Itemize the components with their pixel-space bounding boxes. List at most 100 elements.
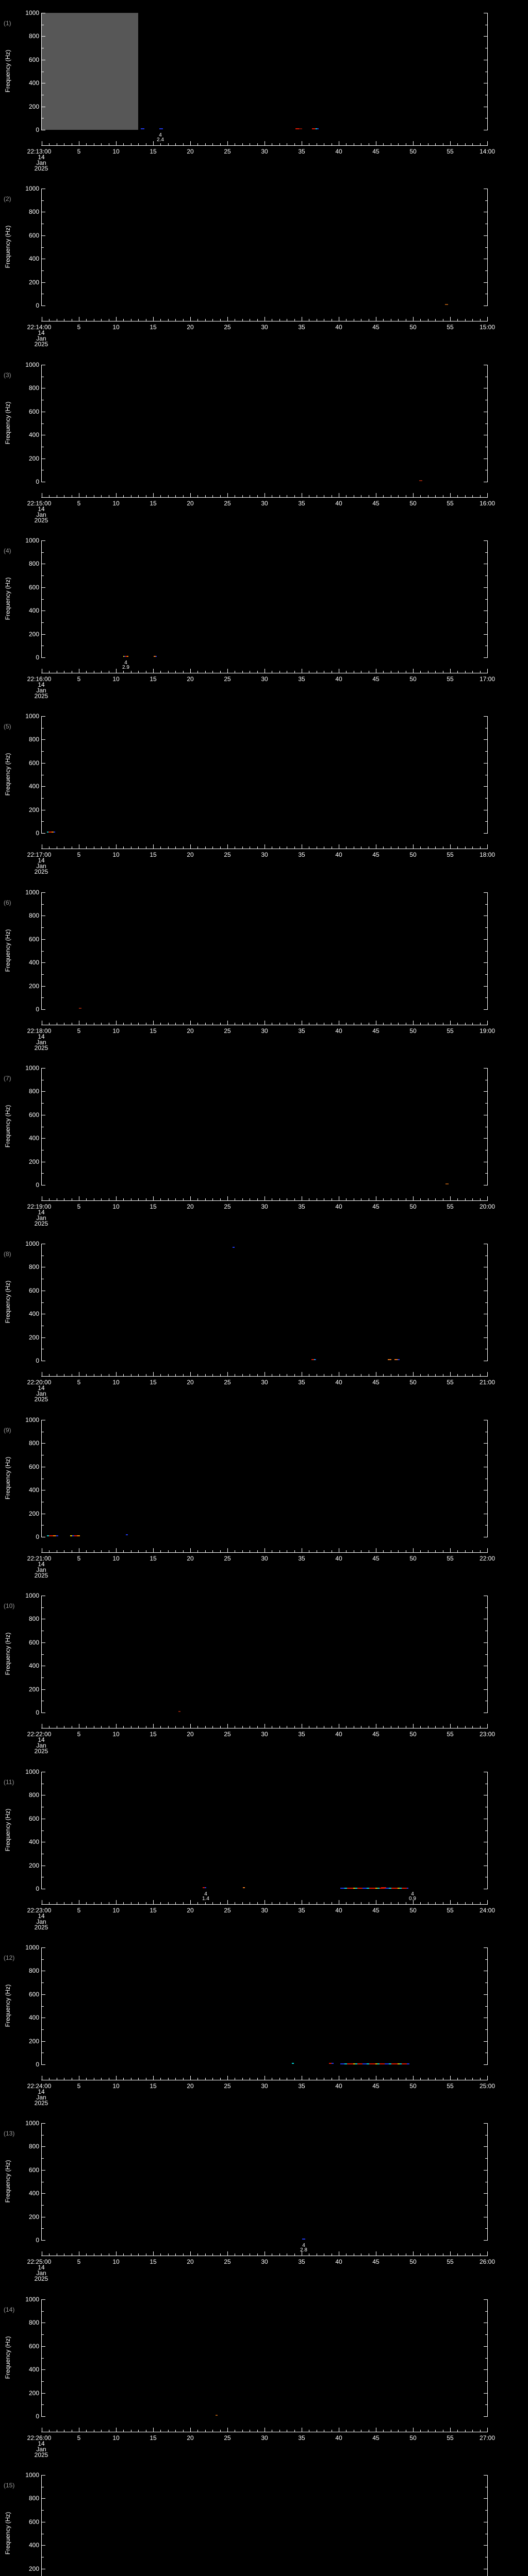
time-tick-label: 30 <box>261 1027 268 1035</box>
event-mark <box>123 656 128 657</box>
time-tick <box>220 2430 221 2432</box>
time-tick <box>49 495 50 497</box>
time-tick-label: 35 <box>298 2434 305 2442</box>
time-tick <box>175 671 176 673</box>
time-tick-label: 15 <box>150 2434 157 2442</box>
y-tick-label: 1000 <box>25 361 39 368</box>
time-tick-label: 55 <box>447 2258 454 2265</box>
time-tick <box>116 2251 117 2256</box>
time-tick <box>153 1900 154 1904</box>
y-tick-label: 200 <box>28 455 39 462</box>
time-tick <box>123 1023 124 1025</box>
time-tick <box>472 2430 473 2432</box>
y-tick <box>42 200 44 201</box>
time-tick-label: 45 <box>372 324 380 331</box>
time-tick <box>220 1550 221 1552</box>
time-tick-label: 20 <box>187 1203 194 1210</box>
panel-index-label: (13) <box>4 2130 15 2137</box>
time-tick <box>138 2430 139 2432</box>
y-tick <box>42 997 44 998</box>
time-tick <box>457 2078 458 2080</box>
time-tick <box>257 671 258 673</box>
time-tick <box>183 671 184 673</box>
y-tick <box>485 2228 487 2229</box>
y-axis-right <box>487 1420 488 1537</box>
y-tick-label: 1000 <box>25 1592 39 1599</box>
time-tick <box>86 671 87 673</box>
y-tick <box>42 1947 45 1948</box>
time-tick <box>450 1021 451 1025</box>
time-tick <box>465 1198 466 1200</box>
time-tick <box>242 1023 243 1025</box>
time-tick-label: 20 <box>187 2258 194 2265</box>
y-tick <box>42 2240 45 2241</box>
time-tick <box>279 671 280 673</box>
end-time-label: 27:00 <box>479 2434 496 2442</box>
time-tick <box>101 2430 102 2432</box>
y-axis-right <box>487 1947 488 2065</box>
time-tick-label: 50 <box>409 500 417 507</box>
time-tick <box>450 317 451 321</box>
time-tick-label: 45 <box>372 1027 380 1035</box>
time-tick-label: 20 <box>187 1379 194 1386</box>
y-tick <box>484 1642 487 1643</box>
time-tick-label: 35 <box>298 1203 305 1210</box>
time-tick <box>175 2253 176 2256</box>
y-tick <box>484 962 487 963</box>
y-tick <box>484 2123 487 2124</box>
time-tick <box>383 319 384 321</box>
y-axis-left <box>41 2299 42 2417</box>
y-tick <box>484 2369 487 2370</box>
spectrogram-panel: (10) Frequency (Hz) 0 200 400 600 800 1000 22:22… <box>0 1583 528 1759</box>
y-tick <box>484 786 487 787</box>
time-tick <box>472 1198 473 1200</box>
time-tick-label: 40 <box>335 1379 342 1386</box>
time-tick <box>465 2253 466 2256</box>
y-tick <box>42 2299 45 2300</box>
y-tick <box>42 540 45 541</box>
date-label: 2025 <box>34 165 48 172</box>
time-tick <box>220 671 221 673</box>
y-tick-label: 400 <box>28 79 39 87</box>
end-time-label: 26:00 <box>479 2258 496 2265</box>
y-tick <box>42 1173 44 1174</box>
time-tick <box>116 1196 117 1200</box>
time-tick <box>420 1374 421 1376</box>
time-tick <box>242 1550 243 1552</box>
y-tick <box>42 2311 44 2312</box>
y-tick-label: 0 <box>36 1357 39 1364</box>
time-tick <box>383 495 384 497</box>
time-tick <box>123 2253 124 2256</box>
time-tick-label: 55 <box>447 1731 454 1738</box>
panel-index-label: (12) <box>4 1954 15 1961</box>
time-tick <box>205 2253 206 2256</box>
time-tick <box>190 1372 191 1376</box>
time-tick <box>480 1726 481 1728</box>
time-tick <box>242 846 243 849</box>
time-tick-label: 40 <box>335 2434 342 2442</box>
time-tick <box>383 2078 384 2080</box>
time-tick <box>123 143 124 145</box>
y-tick-label: 600 <box>28 936 39 943</box>
time-tick-label: 50 <box>409 2258 417 2265</box>
time-ruler <box>41 1376 488 1377</box>
time-tick <box>227 2428 228 2432</box>
time-tick-label: 25 <box>224 148 231 155</box>
time-tick <box>257 495 258 497</box>
time-tick <box>257 1374 258 1376</box>
time-tick <box>413 1724 414 1728</box>
time-tick-label: 5 <box>77 324 81 331</box>
time-tick-label: 55 <box>447 500 454 507</box>
time-tick-label: 25 <box>224 851 231 858</box>
time-tick <box>457 1902 458 1904</box>
time-tick <box>212 495 213 497</box>
time-tick <box>153 2076 154 2080</box>
time-tick <box>197 846 198 849</box>
y-tick <box>42 833 45 834</box>
time-tick <box>242 1374 243 1376</box>
time-tick <box>450 1196 451 1200</box>
time-tick <box>487 669 488 673</box>
y-tick-label: 200 <box>28 1510 39 1517</box>
date-label: Jan <box>36 862 46 870</box>
date-label: Jan <box>36 1214 46 1222</box>
